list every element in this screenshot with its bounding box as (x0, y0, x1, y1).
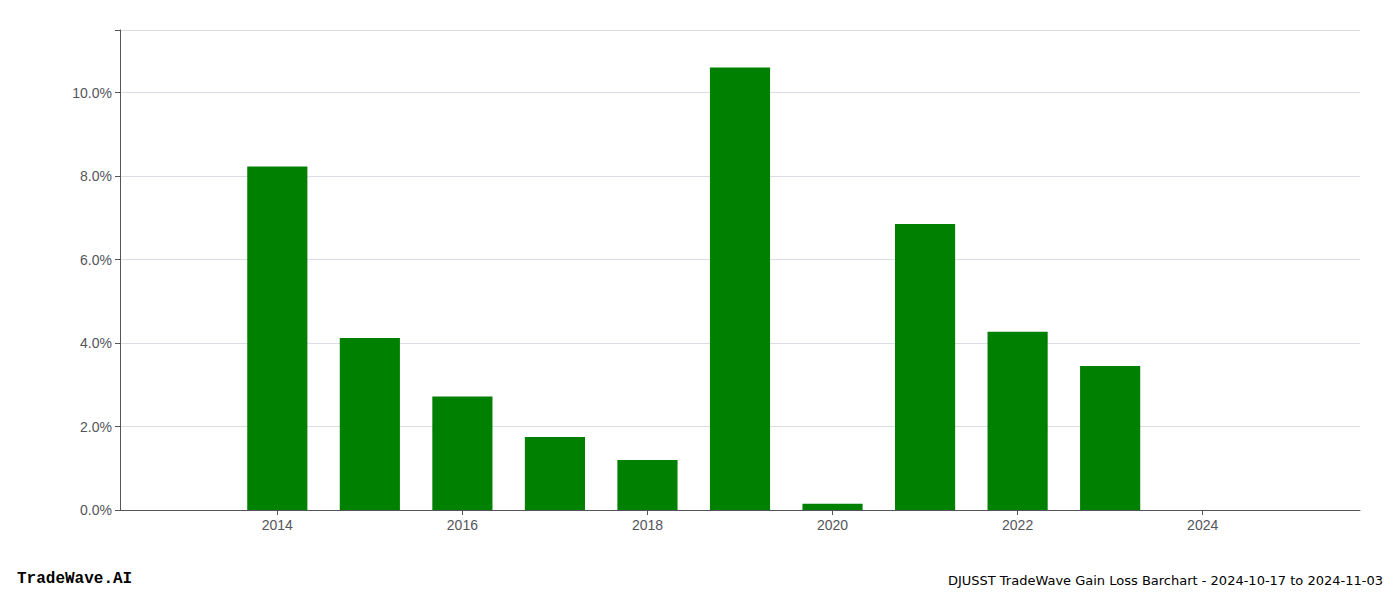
svg-text:2022: 2022 (1002, 517, 1033, 533)
svg-text:2024: 2024 (1187, 517, 1218, 533)
svg-text:2.0%: 2.0% (80, 419, 112, 435)
svg-text:TradeWave.AI: TradeWave.AI (17, 570, 132, 588)
svg-text:2014: 2014 (262, 517, 293, 533)
svg-text:DJUSST TradeWave Gain Loss Bar: DJUSST TradeWave Gain Loss Barchart - 20… (948, 573, 1383, 588)
svg-text:0.0%: 0.0% (80, 502, 112, 518)
svg-text:2016: 2016 (447, 517, 478, 533)
svg-text:2020: 2020 (817, 517, 848, 533)
svg-text:10.0%: 10.0% (72, 85, 112, 101)
svg-text:6.0%: 6.0% (80, 252, 112, 268)
svg-text:8.0%: 8.0% (80, 168, 112, 184)
svg-text:4.0%: 4.0% (80, 335, 112, 351)
svg-text:2018: 2018 (632, 517, 663, 533)
